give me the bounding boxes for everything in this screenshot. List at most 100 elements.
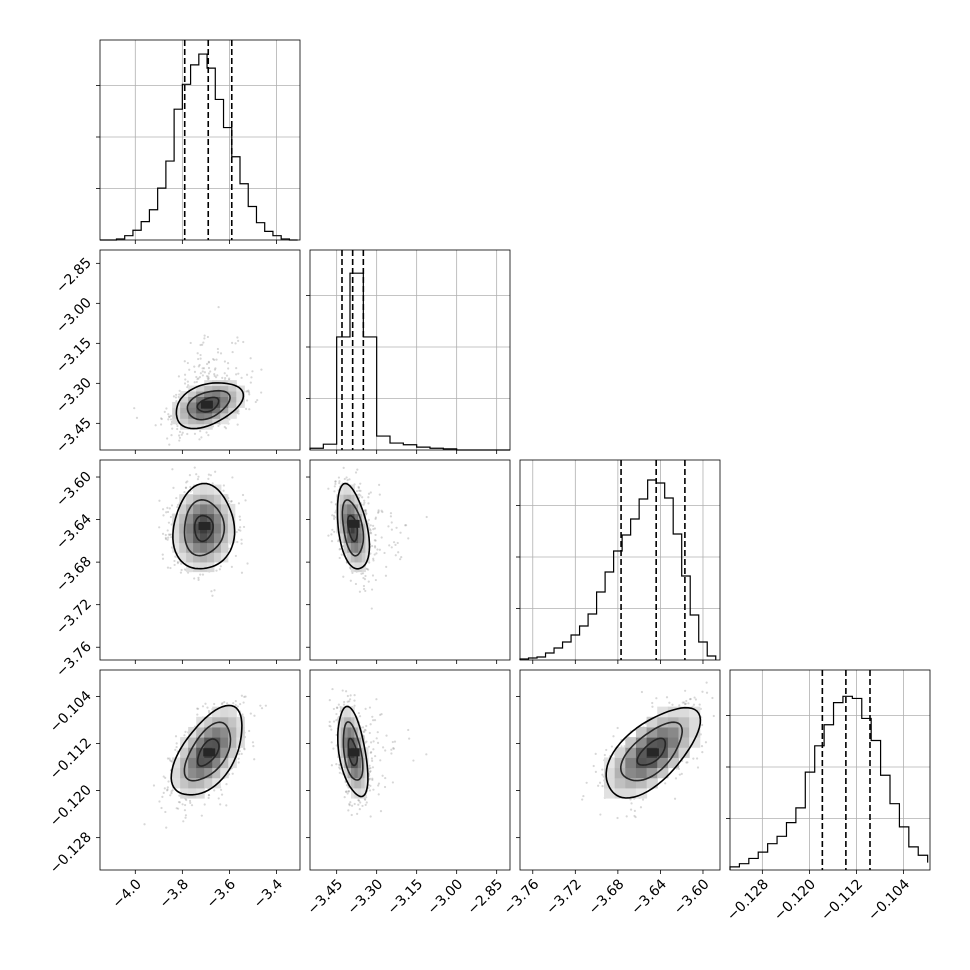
sample-point xyxy=(371,574,375,577)
density-cell xyxy=(220,391,229,397)
sample-point xyxy=(186,480,189,483)
sample-point xyxy=(188,799,192,802)
density-cell xyxy=(179,513,187,524)
sample-point xyxy=(359,482,362,485)
sample-point xyxy=(234,704,237,707)
sample-point xyxy=(329,725,332,728)
sample-point xyxy=(357,711,360,715)
sample-point xyxy=(186,571,190,574)
sample-point xyxy=(172,486,175,489)
sample-point xyxy=(353,704,356,707)
sample-point xyxy=(343,796,346,799)
density-cell xyxy=(344,726,349,738)
density-cell xyxy=(236,716,245,728)
density-cell xyxy=(179,523,187,534)
sample-point xyxy=(370,532,373,535)
density-cell xyxy=(180,418,189,425)
density-cell xyxy=(212,726,221,738)
sample-point xyxy=(367,496,370,499)
sample-point xyxy=(196,707,199,710)
density-cell xyxy=(207,552,215,563)
sample-point xyxy=(249,712,252,715)
sample-point xyxy=(172,395,176,398)
sample-point xyxy=(166,788,169,791)
sample-point xyxy=(376,548,379,551)
density-cell xyxy=(188,787,197,799)
sample-point xyxy=(373,545,377,548)
sample-point xyxy=(219,565,222,568)
contour-1 xyxy=(186,389,231,421)
sample-point xyxy=(236,705,239,708)
density-cell xyxy=(358,523,363,534)
sample-point xyxy=(384,749,387,752)
density-cell xyxy=(364,777,369,789)
sample-point xyxy=(203,371,206,374)
sample-point xyxy=(400,556,403,559)
sample-point xyxy=(239,518,242,521)
sample-point xyxy=(332,707,335,711)
density-cell xyxy=(228,380,237,387)
sample-point xyxy=(242,340,245,344)
sample-point xyxy=(342,466,345,469)
density-cell xyxy=(361,513,366,524)
sample-point xyxy=(387,525,390,528)
density-cell xyxy=(196,737,205,748)
density-cell xyxy=(340,716,345,728)
sample-point xyxy=(330,501,333,504)
sample-point xyxy=(193,466,196,469)
sample-point xyxy=(203,334,206,337)
density-cell xyxy=(361,747,366,758)
sample-point xyxy=(373,553,376,556)
density-cell xyxy=(188,747,197,758)
density-cell xyxy=(220,401,229,408)
sample-point xyxy=(371,715,374,718)
sample-point xyxy=(337,540,340,543)
sample-point xyxy=(193,577,196,580)
sample-point xyxy=(369,723,372,726)
sample-point xyxy=(217,797,220,800)
density-cell xyxy=(358,542,363,553)
density-cell xyxy=(347,494,352,505)
sample-point xyxy=(237,372,240,375)
histogram-panel-2 xyxy=(516,459,721,664)
sample-point xyxy=(177,375,181,378)
sample-point xyxy=(176,560,180,564)
sample-point xyxy=(348,698,352,701)
sample-point xyxy=(364,589,367,593)
density-cell xyxy=(350,726,355,738)
sample-point xyxy=(201,367,204,370)
sample-point xyxy=(358,808,361,811)
sample-point xyxy=(176,807,180,810)
sample-point xyxy=(346,700,349,703)
sample-point xyxy=(240,542,243,545)
sample-point xyxy=(336,706,339,709)
sample-point xyxy=(207,793,211,797)
sample-point xyxy=(335,712,338,716)
sample-point xyxy=(374,578,377,582)
contour-1 xyxy=(183,721,232,782)
sample-point xyxy=(369,524,372,527)
sample-point xyxy=(338,480,341,483)
sample-point xyxy=(330,540,334,543)
sample-point xyxy=(246,390,249,393)
density-cell xyxy=(347,503,352,515)
density-cell xyxy=(344,706,349,718)
density-cell xyxy=(227,513,236,524)
sample-point xyxy=(166,529,169,532)
density-cell xyxy=(350,494,355,505)
sample-point xyxy=(201,343,204,346)
sample-point xyxy=(249,357,252,360)
sample-point xyxy=(390,521,393,524)
density-cell xyxy=(339,494,345,505)
sample-point xyxy=(361,804,364,808)
sample-point xyxy=(207,796,210,800)
density-cell xyxy=(344,767,349,779)
density-cell xyxy=(213,513,222,524)
sample-point xyxy=(375,737,378,740)
sample-point xyxy=(184,486,188,489)
sample-point xyxy=(160,806,163,810)
sample-point xyxy=(203,337,206,340)
sample-point xyxy=(256,399,259,402)
density-cell xyxy=(193,484,201,495)
